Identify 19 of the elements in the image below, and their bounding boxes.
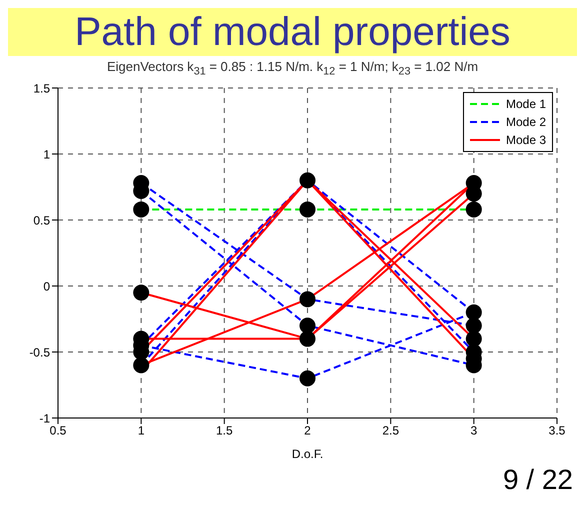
- x-tick-label: 1: [138, 424, 145, 438]
- y-tick-label: -0.5: [29, 345, 50, 360]
- y-tick-label: 0.5: [33, 213, 50, 228]
- y-tick-label: 1.5: [33, 81, 50, 96]
- legend-label: Mode 1: [506, 97, 546, 111]
- y-tick-label: 0: [43, 279, 50, 294]
- y-tick-label: -1: [39, 411, 50, 426]
- x-tick-label: 3.5: [548, 424, 566, 438]
- legend-label: Mode 3: [506, 133, 546, 147]
- text: 9 / 22: [502, 464, 573, 496]
- x-tick-label: 3: [470, 424, 478, 438]
- y-tick-label: 1: [43, 147, 50, 162]
- x-axis-title: D.o.F.: [292, 447, 324, 461]
- legend-label: Mode 2: [506, 115, 546, 129]
- chart-title: Path of modal properties: [8, 8, 577, 56]
- x-tick-label: 2.5: [382, 424, 400, 438]
- x-tick-label: 2: [304, 424, 312, 438]
- x-tick-label: 1.5: [216, 424, 233, 438]
- chart-subtitle: EigenVectors k$_{31}$ = 0.85 : 1.15 N/m. k$_{12}$ = 1 N/m; k$_{23}$ = 1.02 N/m: [106, 58, 480, 78]
